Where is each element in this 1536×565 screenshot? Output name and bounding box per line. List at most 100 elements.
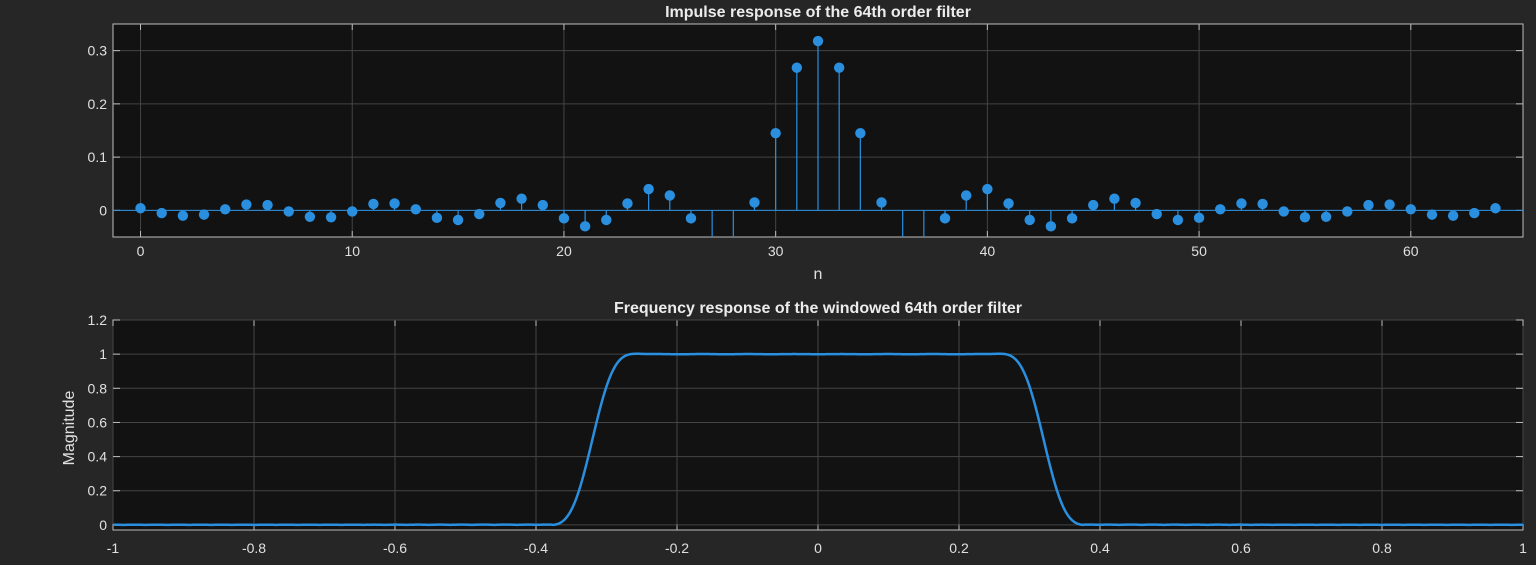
stem-marker bbox=[495, 197, 506, 209]
stem-marker bbox=[1236, 198, 1247, 209]
stem-marker bbox=[262, 199, 273, 211]
stem-marker bbox=[1426, 209, 1438, 220]
stem-marker bbox=[1469, 207, 1480, 219]
x-tick-label: -1 bbox=[107, 540, 120, 556]
stem-marker bbox=[198, 209, 210, 220]
stem-marker bbox=[770, 127, 781, 139]
stem-marker bbox=[1342, 206, 1353, 217]
stem-marker bbox=[1003, 198, 1014, 209]
x-tick-label: -0.4 bbox=[524, 540, 548, 556]
frequency-response-axes: -1 -0.8 -0.6 -0.4 -0.2 0 0.2 0.4 0.6 0.8 1 0 0.2 0.4 0… bbox=[61, 300, 1527, 556]
stem-marker bbox=[601, 214, 612, 226]
x-axis-label: n bbox=[814, 266, 823, 283]
stem-marker bbox=[579, 221, 591, 232]
y-tick-label: 0 bbox=[99, 202, 107, 218]
stem-marker bbox=[410, 204, 421, 215]
stem-marker bbox=[1299, 212, 1311, 223]
stem-marker bbox=[1215, 204, 1226, 215]
x-tick-label: 30 bbox=[768, 243, 784, 259]
stem-marker bbox=[304, 211, 316, 222]
stem-marker bbox=[156, 207, 167, 219]
y-tick-label: 0.6 bbox=[88, 414, 108, 430]
impulse-response-axes: 0 10 20 30 40 50 60 0 0.1 0.2 0.3 Impulse response… bbox=[88, 4, 1524, 283]
stem-marker bbox=[220, 204, 231, 215]
y-tick-label: 0.2 bbox=[88, 483, 108, 499]
stem-marker bbox=[1172, 214, 1184, 226]
stem-marker bbox=[749, 197, 760, 208]
stem-marker bbox=[325, 212, 337, 223]
tick-labels: 0 10 20 30 40 50 60 0 0.1 0.2 0.3 bbox=[88, 43, 1419, 259]
stem-marker bbox=[474, 208, 485, 220]
y-tick-label: 0.8 bbox=[88, 380, 108, 396]
stem-marker bbox=[516, 193, 527, 204]
stem-marker bbox=[1109, 193, 1120, 204]
stem-marker bbox=[1278, 206, 1289, 217]
stem-marker bbox=[1088, 199, 1099, 211]
stem-marker bbox=[135, 203, 146, 214]
y-tick-label: 0 bbox=[99, 517, 107, 533]
stem-marker bbox=[368, 198, 379, 210]
stem-marker bbox=[960, 190, 972, 201]
magnitude-line bbox=[112, 352, 1524, 527]
x-tick-label: 0 bbox=[814, 540, 822, 556]
stem-marker bbox=[1151, 208, 1162, 220]
stem-marker bbox=[1490, 203, 1501, 214]
stem-marker bbox=[833, 62, 845, 73]
chart-title: Frequency response of the windowed 64th … bbox=[614, 300, 1022, 317]
stem-marker bbox=[1320, 211, 1332, 222]
stem-marker bbox=[347, 206, 358, 217]
stem-marker bbox=[643, 183, 654, 195]
stem-marker bbox=[791, 62, 803, 73]
x-tick-label: 20 bbox=[556, 243, 572, 259]
x-tick-label: 0 bbox=[137, 243, 145, 259]
stem-marker bbox=[622, 198, 633, 209]
stem-marker bbox=[241, 199, 252, 210]
x-tick-label: 0.6 bbox=[1231, 540, 1251, 556]
stem-marker bbox=[1045, 221, 1057, 232]
stem-marker bbox=[1193, 212, 1205, 224]
x-tick-label: 0.2 bbox=[949, 540, 969, 556]
stem-marker bbox=[1447, 210, 1459, 221]
stem-marker bbox=[431, 212, 443, 224]
chart-title: Impulse response of the 64th order filte… bbox=[665, 4, 971, 21]
y-axis-label: Magnitude bbox=[61, 391, 78, 466]
x-tick-label: 1 bbox=[1519, 540, 1527, 556]
stem-marker bbox=[389, 198, 400, 209]
stem-marker bbox=[1066, 213, 1078, 224]
stem-marker bbox=[685, 213, 697, 224]
stem-marker bbox=[452, 214, 464, 226]
x-tick-label: -0.6 bbox=[383, 540, 407, 556]
stem-marker bbox=[982, 183, 993, 195]
x-tick-label: 60 bbox=[1403, 243, 1419, 259]
stem-marker bbox=[1257, 198, 1268, 210]
x-tick-label: -0.8 bbox=[242, 540, 266, 556]
stem-marker bbox=[939, 213, 951, 224]
stem-marker bbox=[1384, 199, 1395, 210]
x-tick-label: 0.4 bbox=[1090, 540, 1110, 556]
x-tick-label: 0.8 bbox=[1372, 540, 1392, 556]
y-tick-label: 0.1 bbox=[88, 149, 108, 165]
stem-marker bbox=[283, 206, 294, 217]
x-tick-label: 40 bbox=[980, 243, 996, 259]
stem-marker bbox=[1405, 204, 1416, 215]
stem-marker bbox=[855, 127, 866, 139]
y-tick-label: 1 bbox=[99, 346, 107, 362]
y-tick-label: 0.2 bbox=[88, 96, 108, 112]
tick-labels: -1 -0.8 -0.6 -0.4 -0.2 0 0.2 0.4 0.6 0.8 1 0 0.2 0.4 0… bbox=[88, 312, 1528, 556]
y-tick-label: 0.3 bbox=[88, 43, 108, 59]
y-tick-label: 0.4 bbox=[88, 449, 108, 465]
stem-marker bbox=[664, 190, 676, 201]
stem-marker bbox=[558, 213, 570, 224]
stem-marker bbox=[1363, 199, 1374, 211]
y-tick-label: 1.2 bbox=[88, 312, 108, 328]
x-tick-label: 50 bbox=[1191, 243, 1207, 259]
stem-series bbox=[113, 35, 1523, 237]
stem-marker bbox=[177, 210, 189, 221]
stem-marker bbox=[876, 197, 887, 208]
stem-marker bbox=[812, 35, 824, 47]
x-tick-label: 10 bbox=[344, 243, 360, 259]
stem-marker bbox=[537, 199, 548, 211]
stem-marker bbox=[1024, 214, 1035, 226]
x-tick-label: -0.2 bbox=[665, 540, 689, 556]
